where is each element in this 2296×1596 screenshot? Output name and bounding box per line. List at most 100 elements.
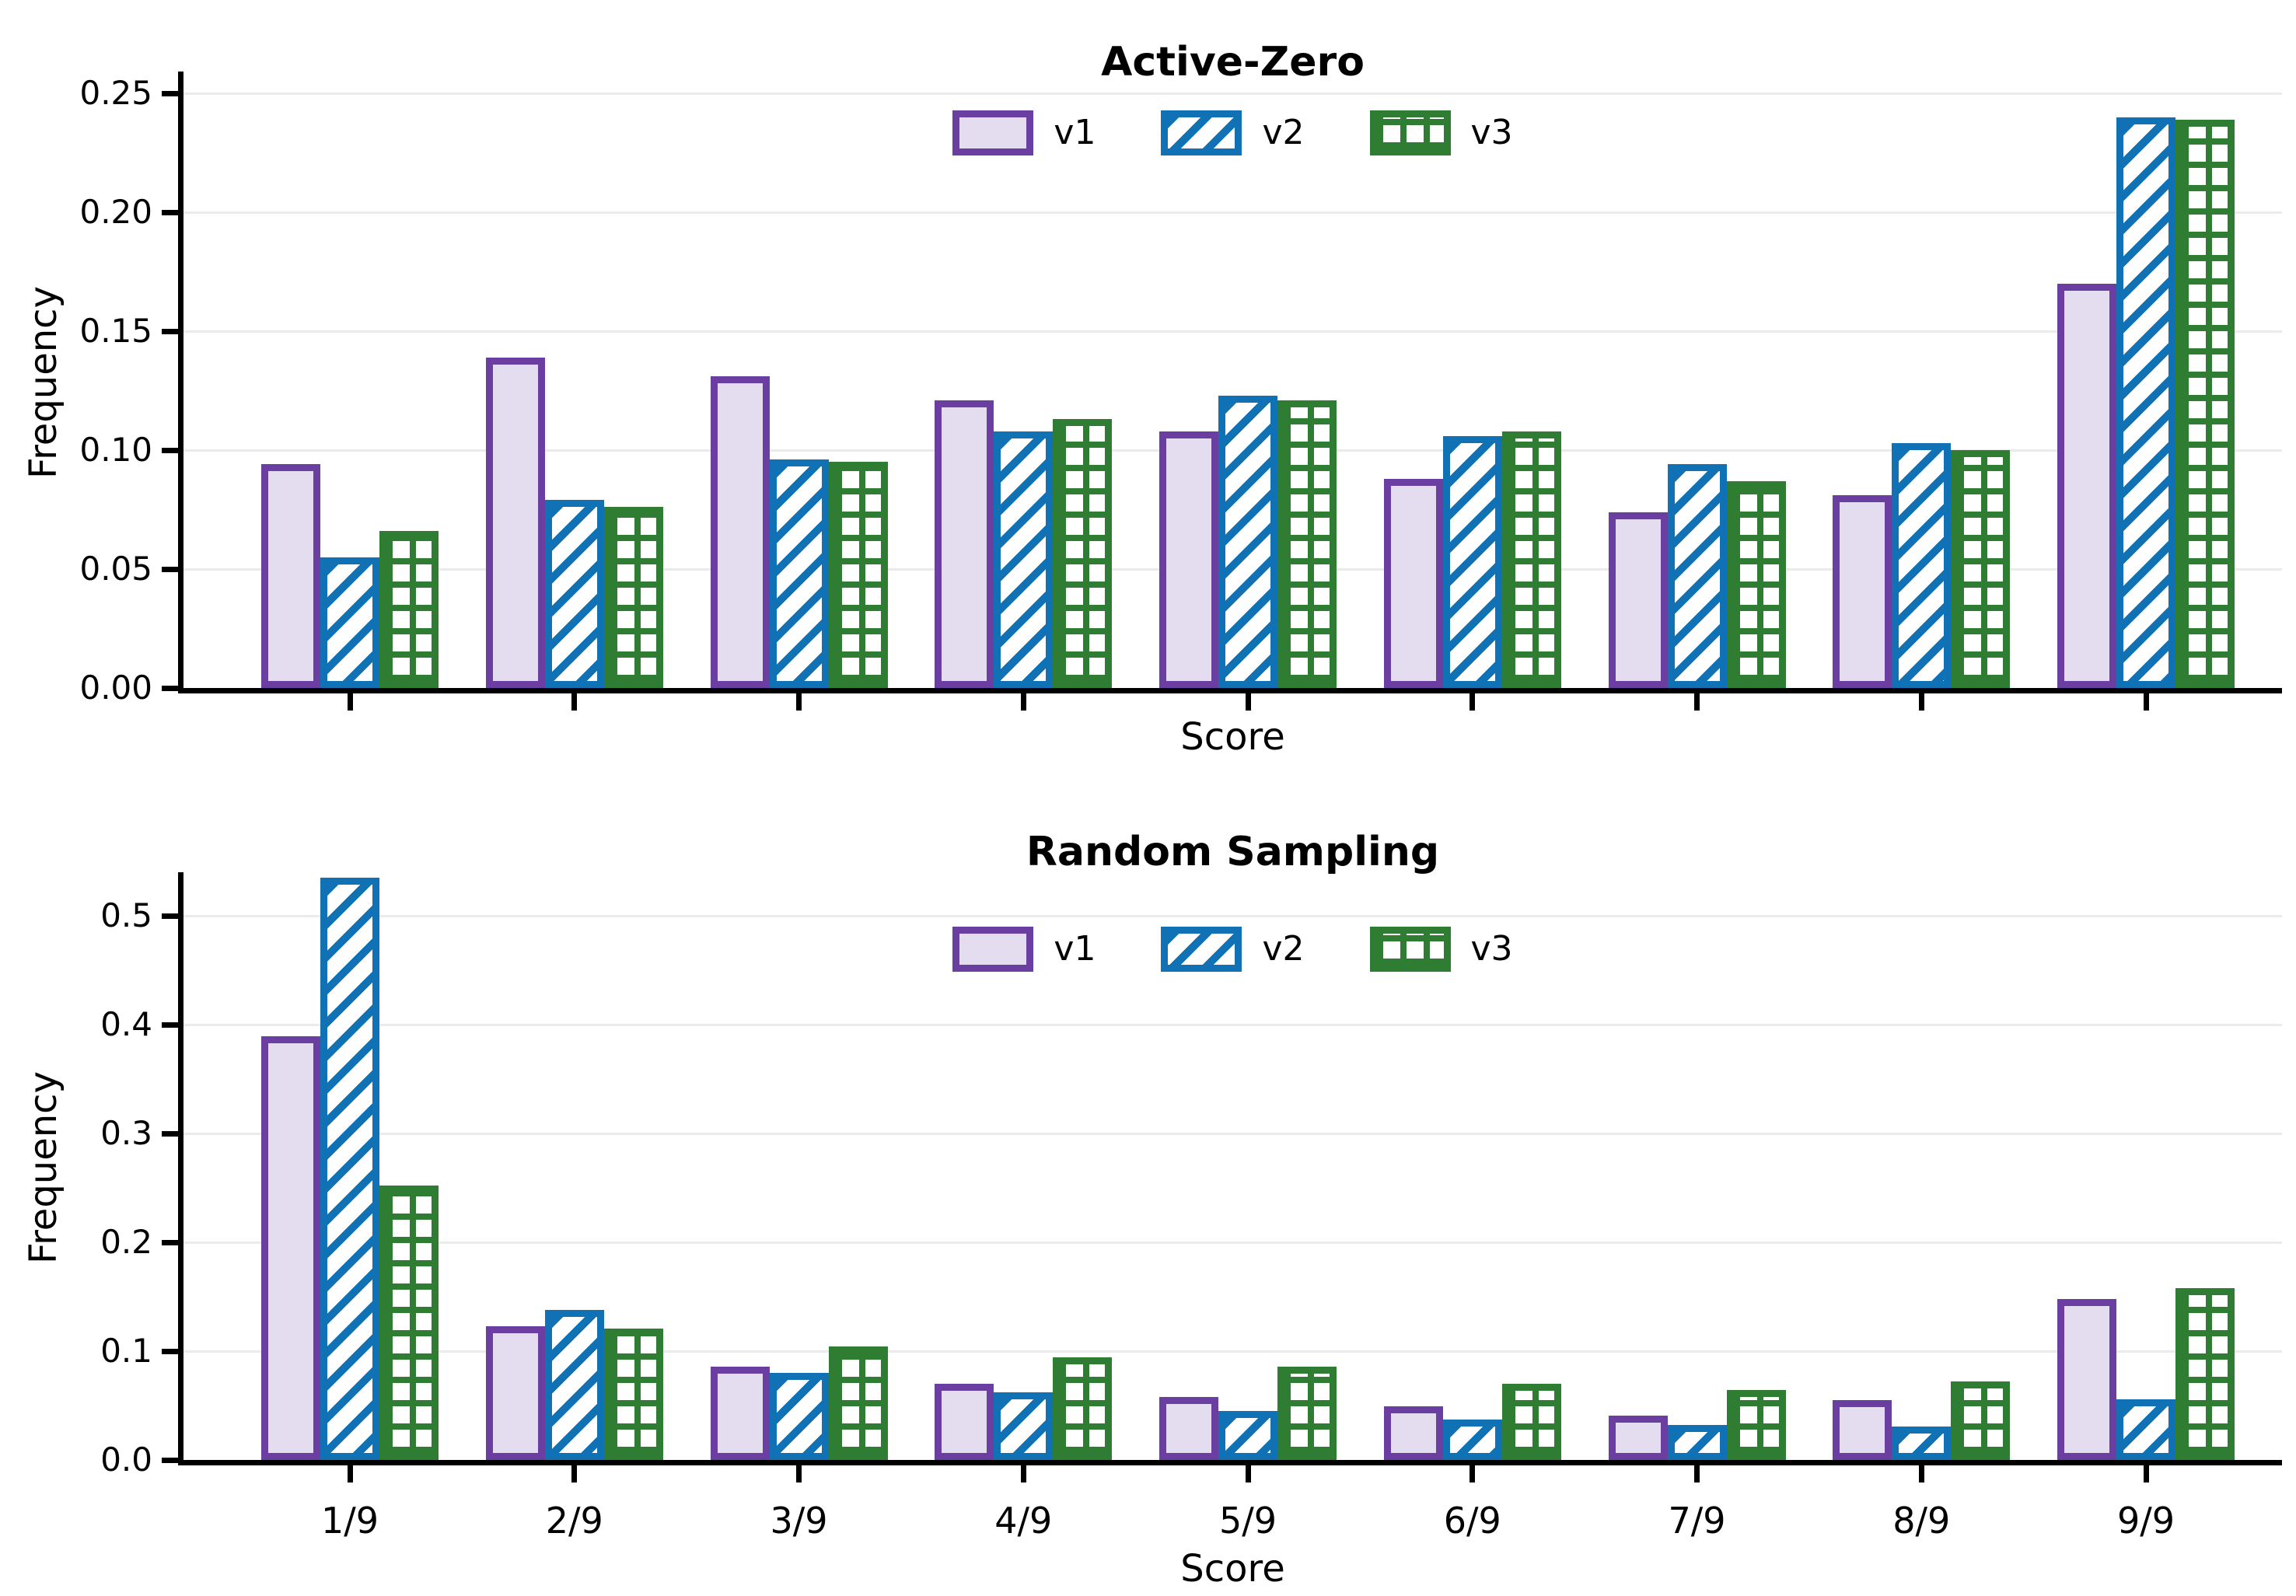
x-tick (1918, 1465, 1924, 1482)
bar-v2-9/9 (2116, 117, 2175, 688)
legend-label-v2: v2 (1262, 113, 1305, 152)
bar-v1-2/9 (486, 1326, 545, 1460)
y-tick-label: 0.1 (100, 1332, 152, 1370)
legend-swatch-v1 (952, 927, 1034, 972)
legend-label-v1: v1 (1054, 929, 1096, 969)
bar-v1-4/9 (935, 400, 994, 688)
y-axis-spine (178, 872, 183, 1465)
bar-v2-5/9 (1218, 1411, 1277, 1460)
bar-v3-2/9 (604, 507, 663, 688)
bar-v2-6/9 (1443, 436, 1502, 688)
legend-swatch-v2 (1161, 927, 1242, 972)
y-tick-label: 0.00 (79, 669, 152, 707)
x-axis-label: Score (1180, 1547, 1285, 1591)
gridline (183, 1132, 2282, 1135)
y-tick-label: 0.15 (79, 312, 152, 350)
bar-v1-7/9 (1609, 512, 1668, 688)
legend-item-v2: v2 (1161, 110, 1305, 155)
bar-v1-4/9 (935, 1384, 994, 1460)
legend-swatch-v3 (1369, 110, 1451, 155)
y-tick (162, 1240, 179, 1245)
bar-v2-9/9 (2116, 1399, 2175, 1460)
bar-v2-7/9 (1668, 464, 1727, 688)
x-tick (1694, 693, 1700, 711)
x-axis-spine (178, 688, 2282, 693)
bar-v1-2/9 (486, 358, 545, 688)
bar-v1-5/9 (1159, 431, 1218, 688)
y-tick-label: 0.5 (100, 896, 152, 934)
x-tick (796, 1465, 802, 1482)
x-axis-label: Score (1180, 715, 1285, 759)
bar-v3-2/9 (604, 1329, 663, 1460)
x-tick (1694, 1465, 1700, 1482)
bar-v3-5/9 (1277, 400, 1337, 688)
bar-v1-6/9 (1384, 1406, 1443, 1460)
bar-v1-1/9 (261, 464, 320, 688)
y-tick (162, 1131, 179, 1137)
bar-v2-2/9 (545, 500, 604, 688)
x-tick (2143, 1465, 2149, 1482)
bar-v1-9/9 (2057, 284, 2116, 688)
legend: v1 v2 v3 (183, 927, 2282, 972)
y-tick-label: 0.0 (100, 1441, 152, 1479)
bar-v1-1/9 (261, 1036, 320, 1460)
bar-v1-3/9 (711, 376, 770, 688)
legend-item-v3: v3 (1369, 927, 1513, 972)
bar-v2-1/9 (320, 878, 379, 1460)
legend-item-v1: v1 (952, 110, 1096, 155)
x-tick (571, 693, 578, 711)
x-tick (1470, 693, 1476, 711)
x-tick-label: 3/9 (770, 1500, 828, 1542)
bar-v3-1/9 (379, 531, 439, 688)
x-tick (347, 693, 353, 711)
x-tick-label: 1/9 (320, 1500, 379, 1542)
bar-v3-5/9 (1277, 1367, 1337, 1460)
x-tick-label: 4/9 (994, 1500, 1053, 1542)
y-axis-spine (178, 72, 183, 693)
legend: v1 v2 v3 (183, 110, 2282, 155)
bar-v3-7/9 (1727, 481, 1786, 688)
bar-v1-8/9 (1833, 1400, 1892, 1460)
x-axis-spine (178, 1460, 2282, 1465)
legend-item-v1: v1 (952, 927, 1096, 972)
bar-v2-8/9 (1892, 443, 1951, 688)
bar-v3-8/9 (1951, 450, 2010, 688)
x-tick (1245, 1465, 1251, 1482)
x-tick (1918, 693, 1924, 711)
x-tick (796, 693, 802, 711)
bar-v2-1/9 (320, 557, 379, 688)
bar-v2-5/9 (1218, 396, 1277, 688)
x-tick-label: 6/9 (1443, 1500, 1501, 1542)
y-tick (162, 210, 179, 215)
legend-swatch-v1 (952, 110, 1034, 155)
x-tick-label: 9/9 (2116, 1500, 2175, 1542)
gridline (183, 92, 2282, 95)
bar-v3-6/9 (1502, 431, 1561, 688)
y-tick (162, 91, 179, 96)
y-tick (162, 1349, 179, 1354)
bar-v3-9/9 (2175, 1288, 2235, 1460)
bar-v3-8/9 (1951, 1381, 2010, 1460)
bar-v3-9/9 (2175, 120, 2235, 688)
gridline (183, 211, 2282, 214)
legend-swatch-v2 (1161, 110, 1242, 155)
bar-v2-4/9 (994, 1392, 1053, 1460)
bar-v3-6/9 (1502, 1384, 1561, 1460)
x-tick-label: 2/9 (545, 1500, 603, 1542)
x-tick (571, 1465, 578, 1482)
y-tick (162, 686, 179, 691)
legend-item-v2: v2 (1161, 927, 1305, 972)
x-tick (1470, 1465, 1476, 1482)
chart-title-active-zero: Active-Zero (1101, 39, 1365, 86)
bar-v3-7/9 (1727, 1390, 1786, 1460)
bar-v3-4/9 (1053, 1357, 1112, 1460)
bar-v2-3/9 (770, 459, 829, 688)
bar-v2-4/9 (994, 431, 1053, 688)
x-tick (347, 1465, 353, 1482)
bar-v1-5/9 (1159, 1397, 1218, 1460)
legend-item-v3: v3 (1369, 110, 1513, 155)
bar-v1-3/9 (711, 1367, 770, 1460)
